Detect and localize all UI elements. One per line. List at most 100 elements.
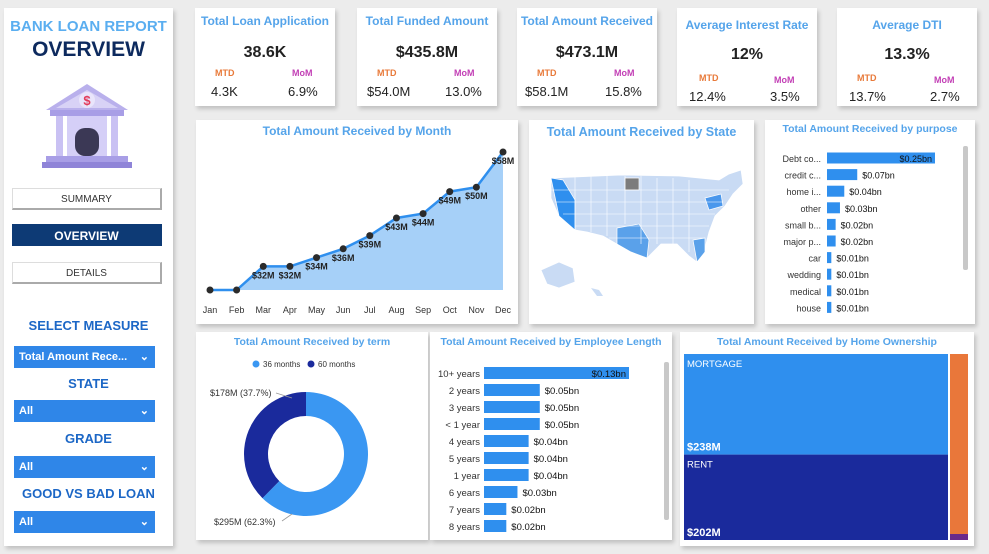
home-ownership-card[interactable]: Total Amount Received by Home Ownership … [680,332,974,546]
purpose-category-label: wedding [786,270,821,280]
state-florida[interactable] [692,237,706,263]
employee-length-bar-chart: 10+ years $0.13bn 2 years $0.05bn 3 years $0.… [438,367,629,533]
nav-overview-button[interactable]: OVERVIEW [12,224,162,246]
kpi-mom-value: 13.0% [445,84,482,99]
month-tick-label: Nov [468,305,485,315]
kpi-mom-label: MoM [614,68,635,78]
employee-length-data-label: $0.02bn [511,505,545,516]
rent-block [684,454,948,540]
kpi-mtd-value: 13.7% [849,89,886,104]
page-title: OVERVIEW [32,38,145,61]
month-data-label: $36M [332,253,355,263]
kpi-mtd-label: MTD [857,73,877,83]
month-tick-label: Jun [336,305,351,315]
mortgage-label: MORTGAGE [687,359,742,370]
purpose-bar [827,285,832,297]
purpose-category-label: medical [790,287,821,297]
state-dropdown[interactable]: All ⌄ [14,400,155,422]
kpi-mtd-value: 12.4% [689,89,726,104]
chevron-down-icon: ⌄ [139,351,149,363]
grade-dropdown[interactable]: All ⌄ [14,456,155,478]
employee-length-data-label: $0.04bn [534,437,568,448]
term-chart-card[interactable]: Total Amount Received by term 36 months 6… [196,332,428,540]
month-point [392,214,400,222]
month-tick-label: May [308,305,326,315]
kpi-title: Total Funded Amount [365,14,489,28]
measure-dropdown[interactable]: Total Amount Rece... ⌄ [14,346,155,368]
purpose-data-label: $0.02bn [841,220,874,230]
state-hawaii[interactable] [591,288,603,296]
scrollbar[interactable] [963,146,968,270]
term-legend-dot [252,360,260,368]
month-point [313,254,321,262]
term-slice [262,392,368,516]
kpi-mtd-label: MTD [215,68,235,78]
grade-value: All [19,461,34,473]
kpi-value: 13.3% [884,46,930,63]
rent-label: RENT [687,460,713,471]
kpi-card-loan-applications[interactable]: Total Loan Application 38.6K MTD MoM 4.3… [195,8,335,106]
state-alaska[interactable] [540,261,576,289]
chevron-down-icon: ⌄ [139,461,149,473]
employee-length-category-label: 5 years [449,454,480,465]
kpi-mtd-label: MTD [377,68,397,78]
month-data-label: $39M [359,240,382,250]
month-data-label: $32M [252,270,275,280]
purpose-data-label: $0.07bn [862,171,895,181]
nav-summary-button[interactable]: SUMMARY [12,188,162,210]
term-data-label: $178M (37.7%) [210,388,272,398]
month-point [233,286,241,294]
purpose-data-label: $0.01bn [836,270,869,280]
kpi-card-average-dti[interactable]: Average DTI 13.3% MTD MoM 13.7% 2.7% [837,8,977,106]
kpi-card-amount-received[interactable]: Total Amount Received $473.1M MTD MoM $5… [517,8,657,106]
term-chart-title: Total Amount Received by term [233,336,391,348]
kpi-mom-value: 15.8% [605,84,642,99]
employee-length-bar [484,469,529,481]
kpi-mom-label: MoM [774,75,795,85]
month-chart-card[interactable]: Total Amount Received by Month Jan Feb $32… [196,120,518,324]
month-point [499,148,507,156]
kpi-mom-value: 2.7% [930,89,960,104]
kpi-value: 38.6K [243,44,287,61]
purpose-bar [827,235,836,247]
purpose-bar [827,301,832,313]
month-area-fill [210,152,503,290]
employee-length-bar [484,520,507,532]
kpi-title: Total Amount Received [520,14,654,28]
grade-label: GRADE [65,431,112,446]
month-line [210,151,504,292]
month-point [286,262,294,270]
month-data-label: $43M [385,222,408,232]
employee-length-category-label: 2 years [449,386,480,397]
employee-length-data-label: $0.04bn [534,471,568,482]
rent-value: $202M [687,527,721,539]
own-block [950,534,968,540]
kpi-value: 12% [730,46,764,63]
purpose-chart-title: Total Amount Received by purpose [782,123,958,135]
purpose-bar [827,185,845,197]
loan-status-value: All [19,516,34,528]
employee-length-category-label: 6 years [449,488,480,499]
month-point [446,188,454,196]
loan-status-dropdown[interactable]: All ⌄ [14,511,155,533]
employee-length-bar [484,435,529,447]
month-tick-label: Feb [229,305,245,315]
kpi-card-interest-rate[interactable]: Average Interest Rate 12% MTD MoM 12.4% … [677,8,817,106]
state-north-dakota[interactable] [624,177,640,191]
kpi-mtd-value: 4.3K [211,84,238,99]
purpose-category-label: small b... [785,220,821,230]
kpi-card-funded-amount[interactable]: Total Funded Amount $435.8M MTD MoM $54.… [357,8,497,106]
purpose-data-label: $0.01bn [836,254,869,264]
employee-length-card[interactable]: Total Amount Received by Employee Length… [430,332,672,540]
state-map-card[interactable]: Total Amount Received by State [529,120,754,324]
employee-length-data-label: $0.03bn [522,488,556,499]
month-point [419,210,427,218]
month-tick-label: Jan [203,305,218,315]
kpi-title: Average Interest Rate [685,18,809,32]
us-state-map[interactable] [529,120,754,324]
scrollbar[interactable] [664,362,669,520]
nav-details-button[interactable]: DETAILS [12,262,162,284]
purpose-chart-card[interactable]: Total Amount Received by purpose Debt co… [765,120,975,324]
kpi-value: $435.8M [395,44,459,61]
purpose-bar-chart: Debt co... $0.25bn credit c... $0.07bn home … [782,152,935,313]
